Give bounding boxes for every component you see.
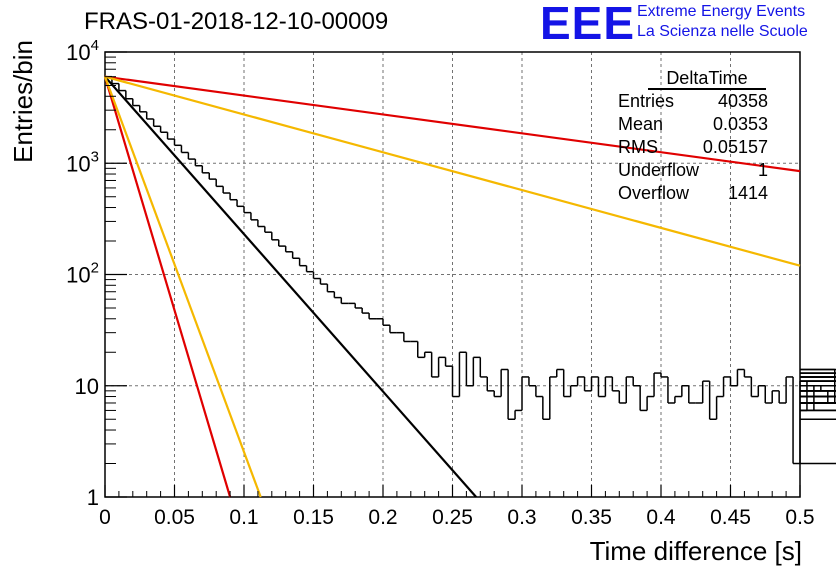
stats-value: 1414 — [727, 183, 768, 203]
x-tick-label: 0.3 — [507, 506, 536, 529]
x-tick-label: 0.05 — [154, 506, 195, 529]
fit-line — [103, 76, 232, 498]
fit-line — [104, 75, 801, 267]
stats-key: Mean — [618, 114, 664, 134]
fit-line — [103, 76, 262, 498]
fit-line — [104, 75, 801, 173]
stats-value: 1 — [757, 160, 768, 180]
stats-value: 0.0353 — [712, 114, 768, 134]
x-tick-label: 0.5 — [785, 506, 814, 529]
stats-value: 0.05157 — [702, 137, 768, 157]
x-tick-label: 0.15 — [293, 506, 334, 529]
y-tick-label: 104 — [66, 37, 99, 65]
stats-key: Entries — [618, 91, 675, 111]
logo-line-2: La Scienza nelle Scuole — [637, 23, 808, 40]
x-tick-label: 0.35 — [571, 506, 612, 529]
fit-lines — [103, 75, 801, 498]
page-title: FRAS-01-2018-12-10-00009 — [84, 8, 389, 35]
stats-box-title: DeltaTime — [648, 68, 766, 90]
stats-row: Overflow 1414 — [606, 182, 780, 205]
x-axis-label: Time difference [s] — [590, 536, 802, 566]
x-tick-label: 0.25 — [432, 506, 473, 529]
y-tick-label: 1 — [87, 485, 99, 510]
eee-logo: EEE — [540, 0, 636, 49]
stats-value: 40358 — [717, 91, 768, 111]
stats-row: RMS 0.05157 — [606, 136, 780, 159]
stats-rows: Entries 40358 Mean 0.0353 RMS 0.05157 Underflo… — [606, 90, 780, 205]
stats-key: Overflow — [618, 183, 690, 203]
stats-row: Mean 0.0353 — [606, 113, 780, 136]
y-tick-label: 10 — [75, 374, 99, 399]
y-tick-label: 102 — [66, 260, 99, 288]
x-tick-label: 0.1 — [229, 506, 258, 529]
logo-line-1: Extreme Energy Events — [637, 3, 806, 20]
axes: 0 0.05 0.1 0.15 0.2 0.25 0.3 0.35 0.4 0.45 0.5 1 10 1… — [66, 37, 814, 529]
stats-key: RMS — [618, 137, 658, 157]
stats-box: DeltaTime Entries 40358 Mean 0.0353 RMS 0.051… — [606, 68, 780, 205]
stats-row: Underflow 1 — [606, 159, 780, 182]
y-axis-label: Entries/bin — [8, 40, 38, 163]
stats-key: Underflow — [618, 160, 700, 180]
x-tick-label: 0 — [99, 506, 111, 529]
x-tick-label: 0.4 — [646, 506, 676, 529]
stats-row: Entries 40358 — [606, 90, 780, 113]
histogram — [105, 75, 836, 465]
fit-line — [104, 75, 477, 498]
x-tick-label: 0.45 — [710, 506, 751, 529]
x-tick-label: 0.2 — [368, 506, 397, 529]
y-tick-label: 103 — [66, 148, 99, 176]
